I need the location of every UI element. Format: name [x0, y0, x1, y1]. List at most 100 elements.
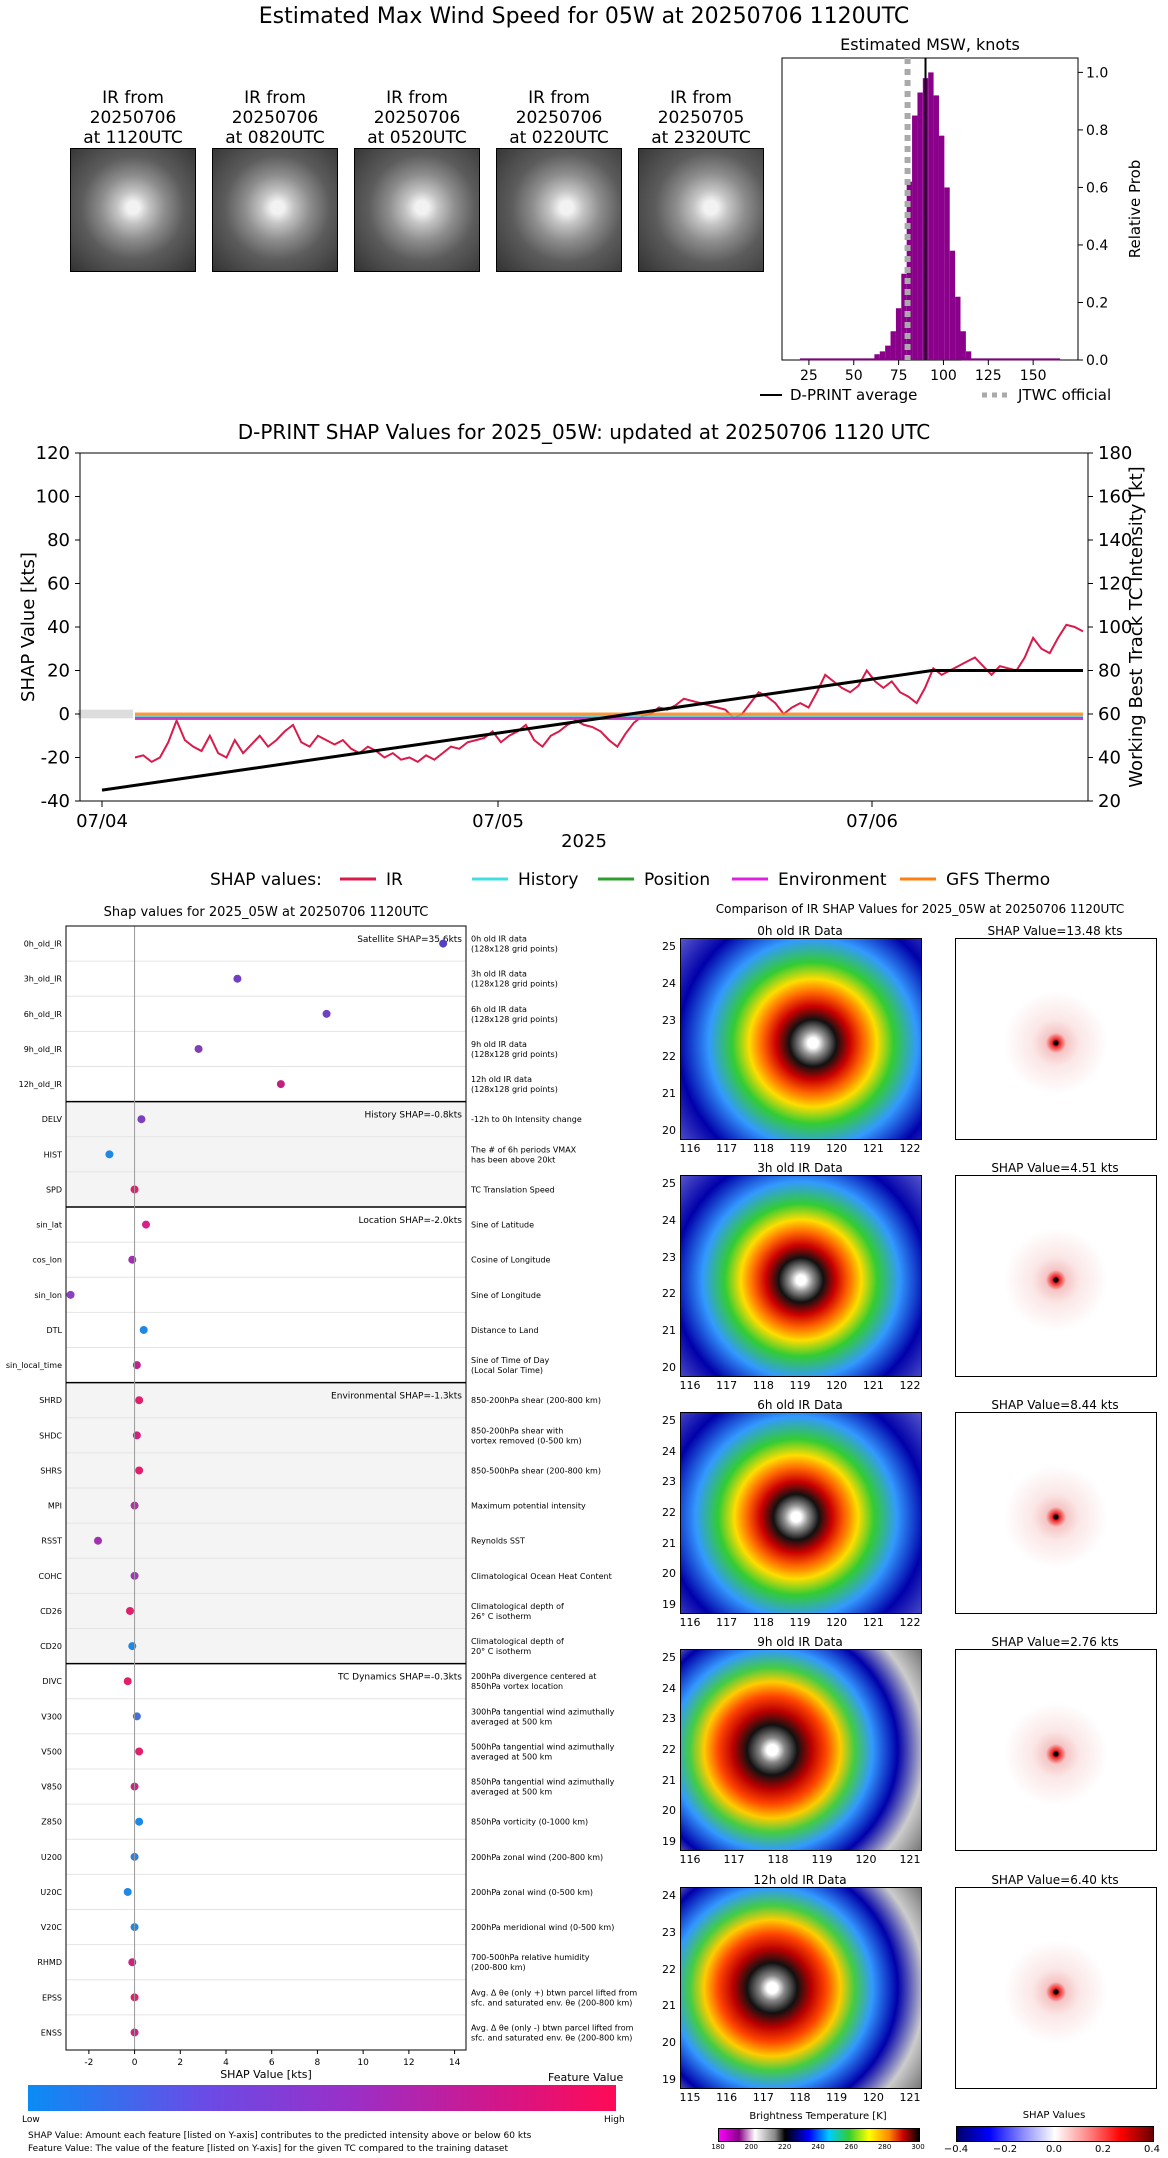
ir-map-lat-label: 20 [662, 2036, 676, 2050]
ir-map-lon-label: 122 [899, 1616, 921, 1629]
feature-desc: Avg. Δ θe (only +) btwn parcel lifted fr… [471, 1988, 637, 1997]
legend-label: IR [386, 870, 403, 890]
ir-thumb-label-line: IR from [670, 88, 732, 108]
msw-histogram-chart: Estimated MSW, knots 25 50 75 100 125 150 0.0 0.… [760, 35, 1144, 404]
series-tc-intensity-line [101, 669, 1083, 792]
brightness-tick-label: 240 [811, 2143, 825, 2151]
feature-point [135, 1466, 144, 1475]
ir-thumb-label-line: at 1120UTC [83, 128, 183, 148]
shap-panel-title: SHAP Value=8.44 kts [991, 1398, 1119, 1412]
feature-name: V500 [41, 1747, 62, 1756]
legend-label: History [518, 870, 578, 890]
y-tick-label: 0.0 [1086, 353, 1108, 369]
feature-high-label: High [604, 2115, 625, 2125]
feature-name: 0h_old_IR [24, 940, 63, 949]
ir-map-lon-label: 121 [862, 1379, 884, 1392]
x-tick-label: 50 [845, 368, 863, 384]
x-tick-label: 100 [930, 368, 957, 384]
ir-panel-title: 9h old IR Data [757, 1635, 843, 1649]
feature-desc: 850-200hPa shear (200-800 km) [471, 1396, 601, 1405]
ir-thumb-label-line: 20250706 [373, 108, 461, 128]
shap-note: SHAP Value: Amount each feature [listed … [28, 2131, 532, 2141]
x-tick-label: 07/06 [846, 811, 898, 832]
ir-map-lat-label: 23 [662, 1250, 676, 1264]
feature-desc: 26° C isotherm [471, 1612, 531, 1621]
feature-desc: 200hPa zonal wind (200-800 km) [471, 1853, 603, 1862]
ir-map-lat-label: 24 [662, 1444, 676, 1458]
ir-map-lon-label: 118 [752, 1616, 774, 1629]
ir-map-lon-label: 120 [826, 1379, 848, 1392]
ir-thumb-label: IR from 20250706 at 0520UTC [352, 88, 482, 148]
ir-thumb-label-line: at 0820UTC [225, 128, 325, 148]
feature-desc: Reynolds SST [471, 1537, 525, 1546]
brightness-colorbar [718, 2128, 920, 2142]
ir-thumb-label-line: 20250705 [657, 108, 745, 128]
ir-map-lat-label: 22 [662, 1743, 676, 1756]
ir-map-lat-label: 24 [662, 976, 676, 990]
ir-map-lon-label: 119 [789, 1142, 811, 1155]
ir-map-lon-label: 119 [811, 1853, 833, 1866]
ir-map-lon-label: 122 [899, 1142, 921, 1155]
feature-desc: 200hPa zonal wind (0-500 km) [471, 1888, 593, 1897]
histogram-bar [917, 92, 923, 360]
group-label: TC Dynamics SHAP=-0.3kts [337, 1673, 462, 1683]
y-right-tick-label: 20 [1098, 791, 1121, 812]
ir-map-lat-label: 21 [662, 1999, 676, 2013]
ir-map-lat-label: 20 [662, 1124, 676, 1137]
feature-desc: 300hPa tangential wind azimuthally [471, 1707, 615, 1716]
ir-map-image [680, 1887, 922, 2089]
feature-name: MPI [48, 1502, 62, 1511]
shap-timeseries-chart: D-PRINT SHAP Values for 2025_05W: update… [18, 420, 1147, 895]
ir-map-lon-label: 121 [899, 2091, 921, 2104]
feature-desc: 6h old IR data [471, 1005, 527, 1014]
feature-desc: 3h old IR data [471, 970, 527, 979]
ir-panel-title: 3h old IR Data [757, 1161, 843, 1175]
shap-panel-title: SHAP Value=4.51 kts [991, 1161, 1119, 1175]
feature-desc: (128x128 grid points) [471, 980, 558, 989]
ir-map-image [680, 938, 922, 1140]
feature-name: SPD [46, 1185, 62, 1194]
ir-panel-title: 12h old IR Data [753, 1873, 847, 1887]
feature-name: CD20 [40, 1642, 62, 1651]
ir-thumb-label-line: IR from [102, 88, 164, 108]
ir-map-lon-label: 119 [789, 1616, 811, 1629]
histogram-bar [933, 95, 939, 360]
y-tick-label: -20 [41, 748, 70, 769]
feature-name: V850 [41, 1783, 62, 1792]
timeseries-title: D-PRINT SHAP Values for 2025_05W: update… [238, 420, 930, 444]
feature-desc: 0h old IR data [471, 935, 527, 944]
feature-point [233, 974, 242, 983]
ir-map-lon-label: 115 [679, 2091, 701, 2104]
ir-map-lat-label: 20 [662, 1567, 676, 1581]
histogram-bar [965, 351, 972, 360]
feature-point [105, 1150, 114, 1159]
feature-point [66, 1290, 75, 1299]
legend-label: TC Intensity [557, 894, 659, 895]
feature-point [123, 1887, 132, 1896]
ir-thumb-label-line: at 0520UTC [367, 128, 467, 148]
histogram-bar [960, 331, 966, 360]
y-tick-label: 40 [47, 617, 70, 638]
x-tick-label: 2 [177, 2058, 183, 2068]
feature-point [128, 1642, 137, 1651]
x-tick-label: 150 [1020, 368, 1047, 384]
feature-desc: (Local Solar Time) [471, 1366, 543, 1375]
feature-name: SHRS [40, 1466, 62, 1475]
ir-map-lon-label: 120 [826, 1616, 848, 1629]
feature-desc: Maximum potential intensity [471, 1502, 586, 1511]
feature-name: 9h_old_IR [24, 1045, 63, 1054]
ir-map-lat-label: 21 [662, 1087, 676, 1101]
feature-name: DIVC [42, 1677, 62, 1686]
feature-name: 3h_old_IR [24, 975, 63, 984]
ir-map-lon-label: 121 [862, 1142, 884, 1155]
ir-panel-title: 0h old IR Data [757, 924, 843, 938]
comparison-title: Comparison of IR SHAP Values for 2025_05… [715, 902, 1125, 916]
feature-desc: (128x128 grid points) [471, 1015, 558, 1024]
x-tick-label: -2 [84, 2058, 93, 2068]
shap-map-image [955, 1887, 1157, 2089]
histogram-bar [890, 331, 896, 360]
feature-point [142, 1220, 150, 1229]
group-background [66, 926, 466, 1102]
ir-map-lon-label: 120 [855, 1853, 877, 1866]
feature-desc: Avg. Δ θe (only -) btwn parcel lifted fr… [471, 2023, 634, 2032]
